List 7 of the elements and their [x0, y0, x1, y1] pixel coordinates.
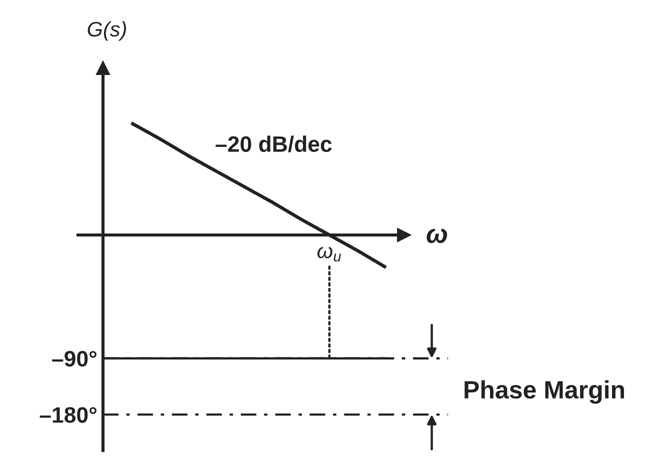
x-axis-title: ω	[426, 228, 448, 244]
y-tick-label: –90°	[52, 350, 96, 367]
y-axis-title: G(s)	[88, 21, 126, 41]
annotation: ω$_{u}$	[317, 246, 342, 262]
text: Phase Margin	[464, 380, 624, 404]
annotation: –20 dB/dec	[216, 136, 332, 152]
y-tick-label: –180°	[40, 407, 96, 423]
